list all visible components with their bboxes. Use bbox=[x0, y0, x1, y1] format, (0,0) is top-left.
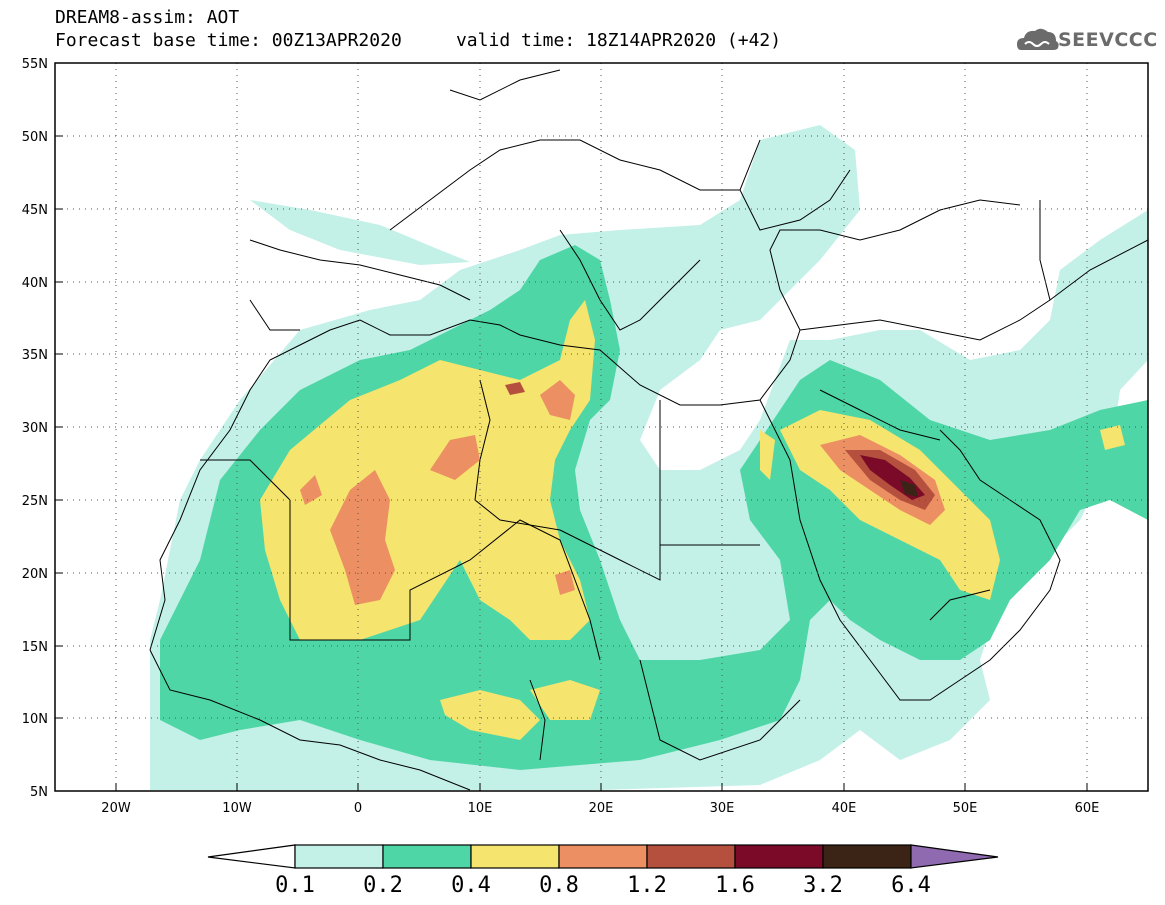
lat-label-45n: 45N bbox=[22, 203, 48, 218]
lon-label-30e: 30E bbox=[710, 801, 735, 816]
colorbar-label-4: 1.2 bbox=[627, 873, 667, 898]
lon-label-20w: 20W bbox=[101, 801, 131, 816]
graticule bbox=[55, 63, 1148, 791]
colorbar-label-7: 6.4 bbox=[891, 873, 931, 898]
lon-label-50e: 50E bbox=[953, 801, 978, 816]
colorbar-label-0: 0.1 bbox=[275, 873, 315, 898]
lat-axis: 55N 50N 45N 40N 35N 30N 25N 20N 15N 10N … bbox=[22, 57, 63, 800]
title-line-2: Forecast base time: 00Z13APR2020 valid t… bbox=[55, 30, 782, 51]
lat-label-40n: 40N bbox=[22, 276, 48, 291]
lat-label-25n: 25N bbox=[22, 494, 48, 509]
colorbar-segment-5 bbox=[734, 844, 824, 869]
colorbar-segment-4 bbox=[646, 844, 736, 869]
coastlines bbox=[149, 69, 1148, 791]
colorbar-label-2: 0.4 bbox=[451, 873, 491, 898]
logo-text: SEEVCCC bbox=[1058, 29, 1158, 51]
colorbar-label-5: 1.6 bbox=[715, 873, 755, 898]
colorbar-segment-2 bbox=[470, 844, 560, 869]
colorbar-segment-1 bbox=[382, 844, 472, 869]
lat-label-30n: 30N bbox=[22, 421, 48, 436]
colorbar-segment-6 bbox=[822, 844, 912, 869]
lat-label-20n: 20N bbox=[22, 567, 48, 582]
colorbar-low-arrow bbox=[207, 844, 296, 869]
lat-label-35n: 35N bbox=[22, 348, 48, 363]
lat-label-5n: 5N bbox=[30, 785, 48, 800]
colorbar-high-arrow bbox=[910, 844, 999, 869]
colorbar-label-3: 0.8 bbox=[539, 873, 579, 898]
lon-label-10e: 10E bbox=[468, 801, 493, 816]
colorbar-label-1: 0.2 bbox=[363, 873, 403, 898]
lat-label-10n: 10N bbox=[22, 712, 48, 727]
title-line-1: DREAM8-assim: AOT bbox=[55, 7, 240, 28]
lon-label-60e: 60E bbox=[1075, 801, 1100, 816]
lon-label-20e: 20E bbox=[589, 801, 614, 816]
colorbar-segment-3 bbox=[558, 844, 648, 869]
lat-label-15n: 15N bbox=[22, 640, 48, 655]
lon-label-0: 0 bbox=[354, 801, 362, 816]
colorbar-label-6: 3.2 bbox=[803, 873, 843, 898]
aot-shading bbox=[150, 125, 1148, 790]
lat-label-55n: 55N bbox=[22, 57, 48, 72]
lon-label-10w: 10W bbox=[222, 801, 252, 816]
cloud-logo-icon bbox=[1017, 28, 1059, 50]
aot-map: 55N 50N 45N 40N 35N 30N 25N 20N 15N 10N … bbox=[22, 57, 1149, 816]
lon-label-40e: 40E bbox=[832, 801, 857, 816]
colorbar-segment-0 bbox=[294, 844, 384, 869]
lat-label-50n: 50N bbox=[22, 130, 48, 145]
lon-axis: 20W 10W 0 10E 20E 30E 40E 50E 60E bbox=[101, 783, 1099, 816]
